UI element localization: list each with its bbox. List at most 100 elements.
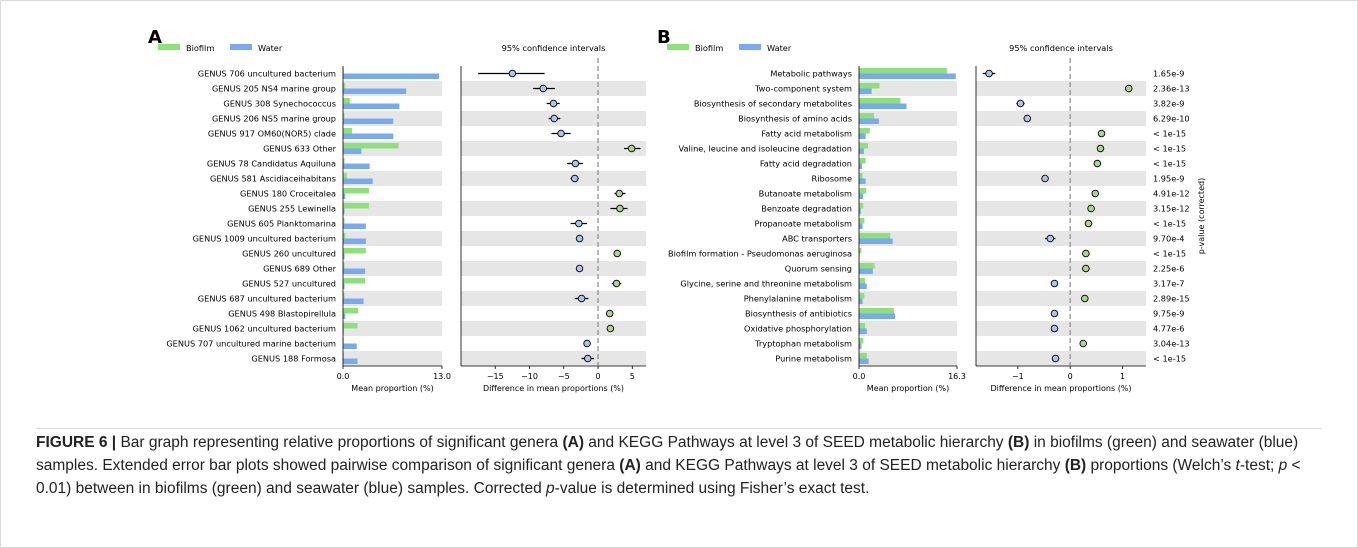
bar-biofilm: [859, 98, 901, 104]
category-label: GENUS 527 uncultured: [242, 279, 336, 289]
category-label: GENUS 605 Planktomarina: [227, 219, 336, 229]
ci-point: [1081, 294, 1089, 303]
bar-water: [859, 193, 864, 199]
p-value-label: 3.82e-9: [1153, 99, 1184, 109]
ci-point: [570, 174, 579, 183]
ci-point: [612, 279, 621, 288]
caption-segment: (A): [619, 457, 641, 474]
ci-axis-label: Difference in mean proportions (%): [483, 384, 624, 393]
ci-title: 95% confidence intervals: [1009, 43, 1113, 53]
bar-biofilm: [859, 83, 880, 89]
ci-point: [584, 354, 592, 363]
row-stripe: [859, 321, 957, 336]
caption-segment: t: [1235, 457, 1240, 474]
ci-point: [1050, 324, 1059, 333]
row-stripe: [859, 141, 957, 156]
row-stripe: [976, 351, 1146, 366]
row-stripe: [461, 291, 646, 306]
ci-point: [1079, 339, 1087, 348]
caption-segment: p: [546, 480, 555, 497]
ci-point: [577, 294, 586, 303]
ci-point: [1041, 174, 1049, 183]
category-label: GENUS 188 Formosa: [251, 354, 336, 364]
caption-divider: [36, 428, 1322, 429]
caption-segment: Bar graph representing relative proporti…: [120, 434, 563, 451]
row-stripe: [859, 81, 957, 96]
bar-water: [859, 313, 896, 319]
category-label: Biosynthesis of secondary metabolites: [694, 99, 852, 109]
ci-point: [575, 234, 584, 243]
caption-segment: -value is determined using Fisher’s exac…: [554, 480, 870, 497]
ci-point: [1084, 219, 1093, 228]
row-stripe: [461, 351, 646, 366]
bar-biofilm: [859, 233, 891, 239]
category-label: GENUS 78 Candidatus Aquiluna: [207, 159, 336, 169]
row-stripe: [859, 261, 957, 276]
bar-biofilm: [343, 143, 399, 149]
panel-label: A: [148, 27, 162, 48]
bar-biofilm: [343, 113, 345, 119]
ci-title: 95% confidence intervals: [502, 43, 606, 53]
bar-biofilm: [859, 353, 867, 359]
p-value-label: 9.75e-9: [1153, 309, 1184, 319]
bar-water: [859, 118, 879, 124]
ci-point: [606, 324, 615, 333]
bar-water: [859, 103, 907, 109]
row-stripe: [343, 351, 442, 366]
p-value-label: 3.15e-12: [1153, 204, 1190, 214]
row-stripe: [343, 261, 442, 276]
bar-biofilm: [343, 293, 345, 299]
bar-water: [859, 133, 866, 139]
p-value-label: 2.25e-6: [1153, 264, 1184, 274]
bar-water: [859, 238, 893, 244]
p-value-label: 2.36e-13: [1153, 84, 1190, 94]
ci-point: [1096, 144, 1105, 153]
bar-biofilm: [343, 278, 366, 284]
row-stripe: [343, 291, 442, 306]
row-stripe: [976, 81, 1146, 96]
p-value-label: < 1e-15: [1153, 354, 1186, 364]
bar-biofilm: [859, 293, 865, 299]
legend-swatch-biofilm: [158, 44, 180, 50]
bar-biofilm: [859, 338, 864, 344]
bar-water: [343, 238, 366, 244]
caption-segment: and KEGG Pathways at level 3 of SEED met…: [640, 457, 1065, 474]
legend-swatch-water: [230, 44, 252, 50]
bar-biofilm: [859, 158, 866, 164]
ci-tick-label: 5: [630, 372, 635, 381]
ci-point: [1087, 204, 1095, 213]
category-label: Glycine, serine and threonine metabolism: [680, 279, 852, 289]
bar-biofilm: [343, 188, 369, 194]
caption-segment: (A): [562, 434, 584, 451]
p-value-label: 3.04e-13: [1153, 339, 1190, 349]
category-label: Butanoate metabolism: [759, 189, 852, 199]
caption-segment: and KEGG Pathways at level 3 of SEED met…: [584, 434, 1008, 451]
ci-point: [1016, 99, 1025, 108]
bar-water: [343, 88, 407, 94]
ci-point: [583, 339, 591, 348]
ci-point: [616, 204, 624, 213]
p-value-label: < 1e-15: [1153, 129, 1186, 139]
legend-label-biofilm: Biofilm: [695, 43, 723, 53]
bar-water: [859, 178, 866, 184]
ci-point: [1097, 129, 1106, 138]
bar-biofilm: [859, 323, 866, 329]
panel-label: B: [657, 27, 671, 48]
ci-tick-label: 0: [1068, 372, 1073, 381]
ci-point: [1050, 279, 1059, 288]
category-label: GENUS 308 Synechococcus: [223, 99, 336, 109]
ci-tick-label: 0: [595, 372, 600, 381]
category-label: GENUS 633 Other: [263, 144, 337, 154]
caption-segment: proportions (Welch’s: [1086, 457, 1236, 474]
category-label: GENUS 581 Ascidiaceihabitans: [210, 174, 336, 184]
category-label: Quorum sensing: [785, 264, 852, 274]
bar-biofilm: [859, 218, 865, 224]
ci-point: [557, 129, 565, 138]
figure-caption: FIGURE 6 | Bar graph representing relati…: [36, 431, 1326, 500]
bar-water: [343, 313, 346, 319]
bar-water: [343, 148, 362, 154]
category-label: Tryptophan metabolism: [754, 339, 852, 349]
category-label: Metabolic pathways: [770, 69, 852, 79]
ci-point: [539, 84, 547, 93]
row-stripe: [461, 261, 646, 276]
